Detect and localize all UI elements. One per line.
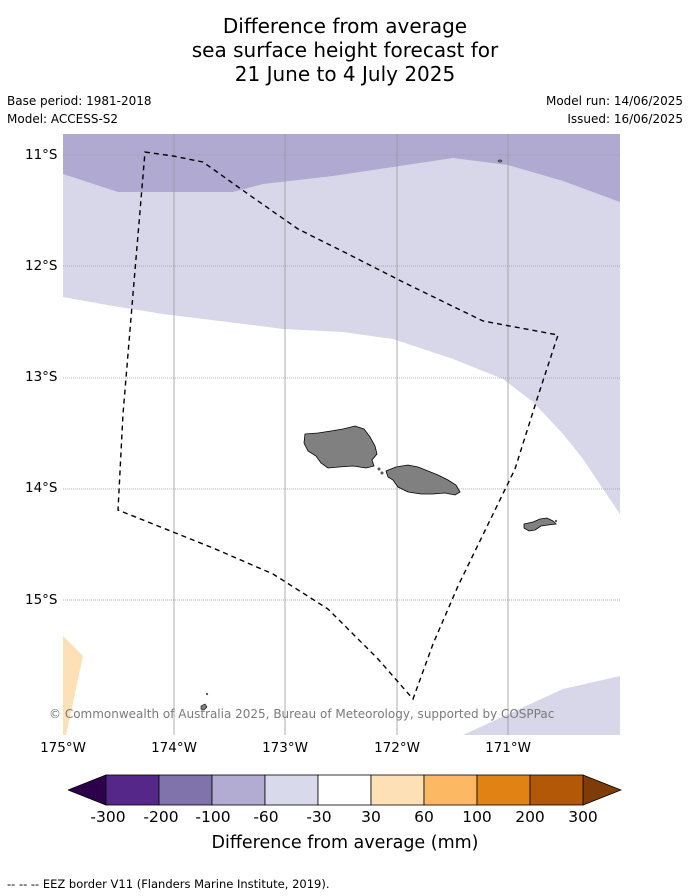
anomaly-band-minus200-minus100 xyxy=(63,134,620,202)
gridlines xyxy=(63,134,620,735)
colorbar-segments xyxy=(105,774,584,806)
tutuila-island xyxy=(523,517,557,532)
sea-level-map xyxy=(63,134,620,735)
issued-date: Issued: 16/06/2025 xyxy=(567,112,683,126)
colorbar-segment-4 xyxy=(317,774,372,806)
cb-tick-4: -30 xyxy=(306,808,332,826)
upolu-island xyxy=(385,464,461,496)
anomaly-band-bottom-right xyxy=(463,676,620,735)
colorbar-segment-1 xyxy=(158,774,213,806)
colorbar-under-arrow xyxy=(68,774,107,806)
lat-label-15s: 15°S xyxy=(25,592,58,608)
southwest-islet-small xyxy=(205,692,209,696)
apolima-islet xyxy=(377,467,381,471)
copyright-notice: © Commonwealth of Australia 2025, Bureau… xyxy=(49,707,555,721)
aunuu-islet xyxy=(554,519,558,523)
manono-islet xyxy=(380,471,384,475)
cb-tick-3: -60 xyxy=(253,808,279,826)
anomaly-band-minus100-minus60 xyxy=(63,134,620,514)
eez-legend: -- -- -- EEZ border V11 (Flanders Marine… xyxy=(7,877,330,891)
colorbar-segment-2 xyxy=(211,774,266,806)
colorbar-segment-8 xyxy=(529,774,584,806)
lon-label-174w: 174°W xyxy=(151,740,197,756)
title-line-2: sea surface height forecast for xyxy=(191,38,499,62)
cb-tick-6: 60 xyxy=(414,808,434,826)
swains-island xyxy=(497,159,503,163)
lon-label-172w: 172°W xyxy=(374,740,420,756)
lon-label-173w: 173°W xyxy=(262,740,308,756)
anomaly-band-30-60 xyxy=(63,636,83,735)
cb-tick-2: -100 xyxy=(195,808,231,826)
colorbar-segment-0 xyxy=(105,774,160,806)
colorbar-label: Difference from average (mm) xyxy=(211,833,479,853)
cb-tick-0: -300 xyxy=(90,808,126,826)
eez-border xyxy=(117,151,559,701)
cb-tick-5: 30 xyxy=(361,808,381,826)
title-line-1: Difference from average xyxy=(222,14,468,38)
colorbar-segment-6 xyxy=(423,774,478,806)
title-line-3: 21 June to 4 July 2025 xyxy=(234,62,456,86)
map-title: Difference from average sea surface heig… xyxy=(0,14,690,86)
model-run: Model run: 14/06/2025 xyxy=(545,94,683,108)
cb-tick-1: -200 xyxy=(143,808,179,826)
lat-label-14s: 14°S xyxy=(25,480,58,496)
southwest-islet xyxy=(200,703,208,711)
lat-label-12s: 12°S xyxy=(25,258,58,274)
savaii-island xyxy=(303,425,378,469)
lat-label-13s: 13°S xyxy=(25,369,58,385)
lon-label-175w: 175°W xyxy=(40,740,86,756)
lon-label-171w: 171°W xyxy=(485,740,531,756)
colorbar-segment-5 xyxy=(370,774,425,806)
cb-tick-9: 300 xyxy=(568,808,598,826)
base-period: Base period: 1981-2018 xyxy=(7,94,152,108)
cb-tick-7: 100 xyxy=(462,808,492,826)
cb-tick-8: 200 xyxy=(515,808,545,826)
colorbar-over-arrow xyxy=(582,774,622,806)
colorbar xyxy=(68,774,622,806)
lat-label-11s: 11°S xyxy=(25,147,58,163)
colorbar-segment-7 xyxy=(476,774,531,806)
model-name: Model: ACCESS-S2 xyxy=(7,112,119,126)
colorbar-segment-3 xyxy=(264,774,319,806)
